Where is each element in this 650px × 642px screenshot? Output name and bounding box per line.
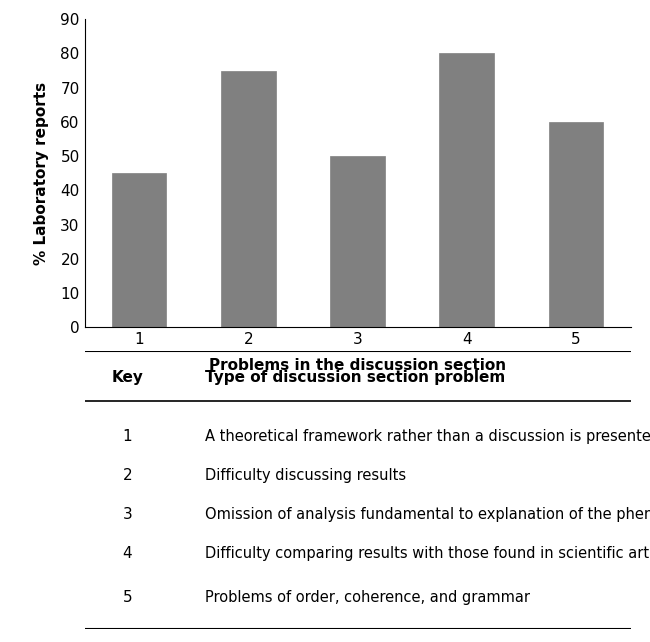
Text: Difficulty discussing results: Difficulty discussing results [205,467,406,483]
Text: Problems of order, coherence, and grammar: Problems of order, coherence, and gramma… [205,590,530,605]
Text: Omission of analysis fundamental to explanation of the phenomenon: Omission of analysis fundamental to expl… [205,507,650,521]
Bar [439,53,494,327]
Text: 2: 2 [123,467,133,483]
Text: A theoretical framework rather than a discussion is presented: A theoretical framework rather than a di… [205,429,650,444]
Text: 1: 1 [123,429,133,444]
Bar [330,156,385,327]
Text: 3: 3 [123,507,133,521]
X-axis label: Problems in the discussion section: Problems in the discussion section [209,358,506,373]
Y-axis label: % Laboratory reports: % Laboratory reports [34,82,49,265]
Bar [112,173,166,327]
Text: Key: Key [112,370,144,385]
Bar [221,71,276,327]
Text: Type of discussion section problem: Type of discussion section problem [205,370,505,385]
Text: 5: 5 [123,590,133,605]
Text: Difficulty comparing results with those found in scientific articles: Difficulty comparing results with those … [205,546,650,560]
Text: 4: 4 [123,546,133,560]
Bar [549,122,603,327]
